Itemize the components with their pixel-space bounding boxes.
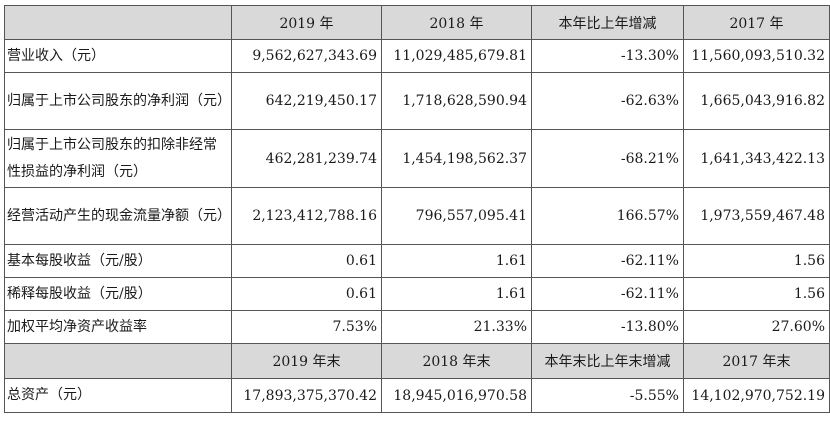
table-header-row-2: 2019 年末 2018 年末 本年末比上年末增减 2017 年末: [4, 343, 830, 379]
row-label: 营业收入（元）: [4, 39, 232, 73]
cell-2019: 0.61: [231, 244, 382, 278]
cell-change: -62.11%: [531, 244, 684, 278]
table-row: 归属于上市公司股东的扣除非经常性损益的净利润（元） 462,281,239.74…: [4, 129, 830, 188]
header-cell-2017-end: 2017 年末: [683, 343, 830, 379]
cell-2018: 11,029,485,679.81: [381, 39, 532, 73]
cell-change: 166.57%: [531, 187, 684, 245]
table-header-row: 2019 年 2018 年 本年比上年增减 2017 年: [4, 5, 830, 40]
cell-2018: 18,945,016,970.58: [381, 378, 532, 413]
cell-2018: 1,454,198,562.37: [381, 129, 532, 188]
cell-2019: 642,219,450.17: [231, 72, 382, 130]
cell-2019: 9,562,627,343.69: [231, 39, 382, 73]
cell-change: -13.30%: [531, 39, 684, 73]
table-row: 经营活动产生的现金流量净额（元） 2,123,412,788.16 796,55…: [4, 187, 830, 245]
row-label: 加权平均净资产收益率: [4, 310, 232, 344]
table-row: 营业收入（元） 9,562,627,343.69 11,029,485,679.…: [4, 39, 830, 73]
cell-2019: 0.61: [231, 277, 382, 311]
cell-2018: 21.33%: [381, 310, 532, 344]
header-cell-2019-end: 2019 年末: [231, 343, 382, 379]
cell-2017: 1.56: [683, 277, 830, 311]
row-label: 基本每股收益（元/股）: [4, 244, 232, 278]
cell-2017: 1,973,559,467.48: [683, 187, 830, 245]
row-label: 总资产（元）: [4, 378, 232, 413]
header-cell: [4, 343, 232, 379]
cell-2017: 1.56: [683, 244, 830, 278]
header-cell-2019: 2019 年: [231, 5, 382, 40]
cell-2017: 14,102,970,752.19: [683, 378, 830, 413]
cell-2017: 1,665,043,916.82: [683, 72, 830, 130]
financial-summary-table: 2019 年 2018 年 本年比上年增减 2017 年 营业收入（元） 9,5…: [4, 5, 830, 413]
header-cell-2018-end: 2018 年末: [381, 343, 532, 379]
header-cell: [4, 5, 232, 40]
cell-change: -5.55%: [531, 378, 684, 413]
cell-2019: 7.53%: [231, 310, 382, 344]
header-cell-change: 本年比上年增减: [531, 5, 684, 40]
cell-change: -62.63%: [531, 72, 684, 130]
table-row: 归属于上市公司股东的净利润（元） 642,219,450.17 1,718,62…: [4, 72, 830, 130]
cell-2017: 27.60%: [683, 310, 830, 344]
row-label: 稀释每股收益（元/股）: [4, 277, 232, 311]
header-cell-2018: 2018 年: [381, 5, 532, 40]
financial-table-container: 2019 年 2018 年 本年比上年增减 2017 年 营业收入（元） 9,5…: [4, 5, 830, 413]
table-row: 总资产（元） 17,893,375,370.42 18,945,016,970.…: [4, 378, 830, 413]
cell-change: -62.11%: [531, 277, 684, 311]
cell-change: -68.21%: [531, 129, 684, 188]
row-label: 归属于上市公司股东的净利润（元）: [4, 72, 232, 130]
cell-2017: 1,641,343,422.13: [683, 129, 830, 188]
row-label: 归属于上市公司股东的扣除非经常性损益的净利润（元）: [4, 129, 232, 188]
cell-2019: 2,123,412,788.16: [231, 187, 382, 245]
table-row: 加权平均净资产收益率 7.53% 21.33% -13.80% 27.60%: [4, 310, 830, 344]
header-cell-2017: 2017 年: [683, 5, 830, 40]
header-cell-change-end: 本年末比上年末增减: [531, 343, 684, 379]
cell-2018: 1.61: [381, 244, 532, 278]
table-row: 稀释每股收益（元/股） 0.61 1.61 -62.11% 1.56: [4, 277, 830, 311]
cell-change: -13.80%: [531, 310, 684, 344]
cell-2018: 796,557,095.41: [381, 187, 532, 245]
cell-2018: 1,718,628,590.94: [381, 72, 532, 130]
cell-2018: 1.61: [381, 277, 532, 311]
table-row: 基本每股收益（元/股） 0.61 1.61 -62.11% 1.56: [4, 244, 830, 278]
cell-2017: 11,560,093,510.32: [683, 39, 830, 73]
cell-2019: 462,281,239.74: [231, 129, 382, 188]
row-label: 经营活动产生的现金流量净额（元）: [4, 187, 232, 245]
cell-2019: 17,893,375,370.42: [231, 378, 382, 413]
